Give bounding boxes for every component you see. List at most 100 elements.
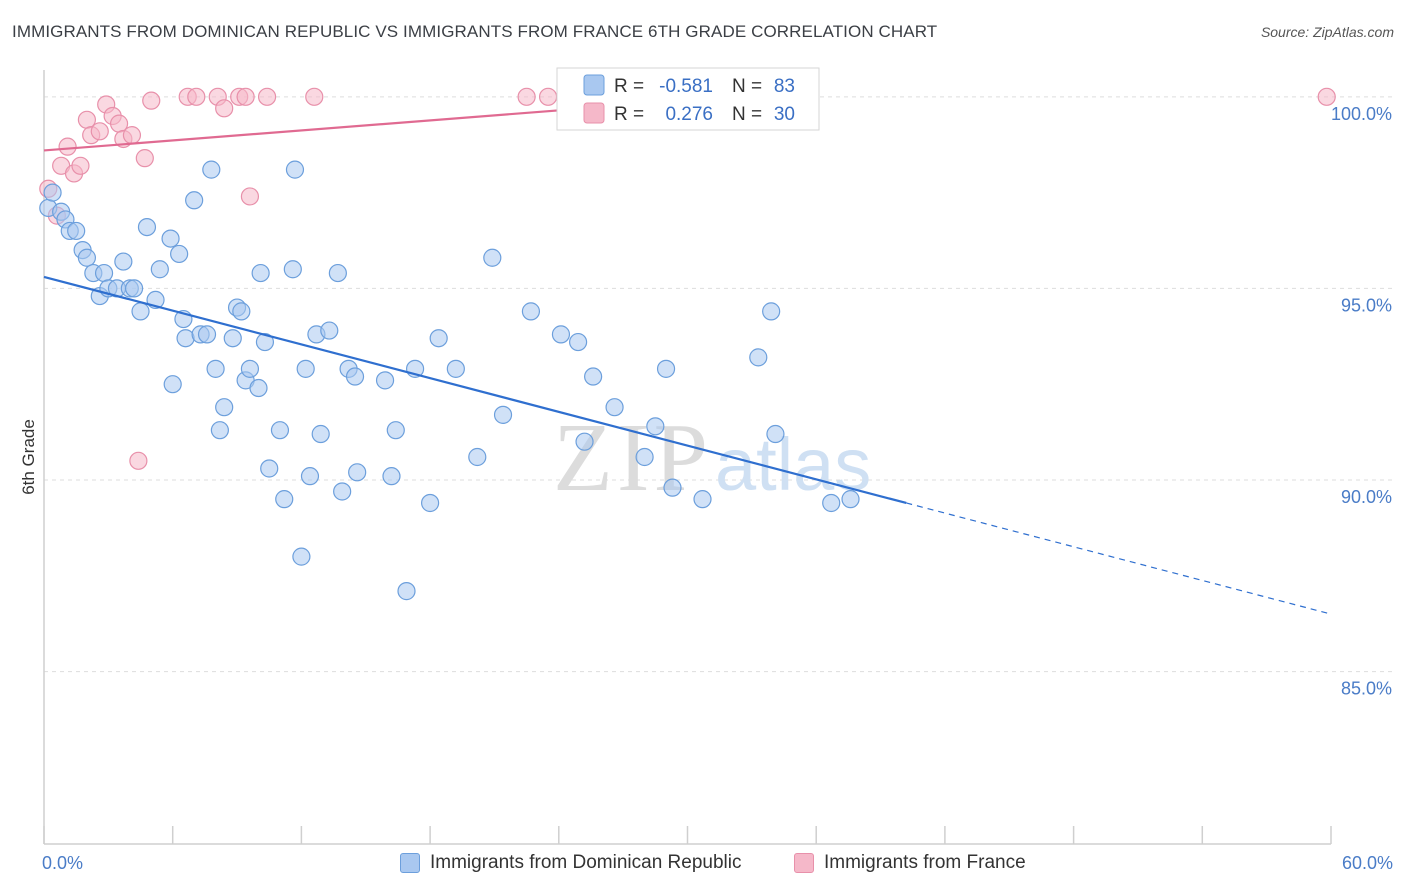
legend-swatch-dominican	[400, 853, 420, 873]
point-dominican-29	[206, 359, 225, 378]
point-dominican-32	[223, 329, 242, 348]
point-france-14	[129, 451, 148, 470]
point-dominican-82	[841, 490, 860, 509]
trend-line-dominican	[43, 275, 907, 505]
point-dominican-45	[292, 547, 311, 566]
point-france-5	[71, 156, 90, 175]
watermark: ZIP atlas	[553, 404, 871, 512]
stats-n-label-france: N =	[732, 104, 762, 125]
y-tick-labels: 100.0% 95.0% 90.0% 85.0%	[1331, 104, 1392, 699]
point-france-23	[240, 187, 260, 206]
point-dominican-76	[663, 478, 682, 497]
point-dominican-31	[215, 398, 234, 417]
point-dominican-80	[766, 424, 785, 444]
x-tick-labels: 0.0% 60.0%	[42, 853, 1393, 873]
point-dominican-46	[296, 359, 315, 378]
point-dominican-68	[551, 325, 571, 344]
y-tick-label-0: 100.0%	[1331, 104, 1392, 124]
point-france-27	[538, 87, 558, 106]
stats-swatch-dominican	[583, 74, 605, 96]
legend-label-france: Immigrants from France	[824, 852, 1026, 873]
point-france-16	[142, 91, 161, 110]
point-dominican-72	[605, 398, 624, 417]
point-dominican-50	[320, 321, 339, 340]
point-dominican-51	[328, 263, 347, 283]
point-france-29	[1317, 87, 1336, 106]
point-france-18	[187, 87, 206, 106]
trend-extension-dominican	[906, 502, 1332, 615]
y-tick-label-1: 95.0%	[1341, 295, 1392, 315]
legend-swatch-france	[794, 853, 814, 873]
point-dominican-28	[202, 160, 221, 179]
point-dominican-56	[375, 371, 395, 390]
point-dominican-15	[124, 279, 144, 298]
stats-n-value-france: 30	[774, 104, 795, 125]
point-dominican-81	[822, 493, 841, 513]
point-france-8	[90, 122, 109, 141]
trend-lines	[43, 91, 1332, 615]
legend-item-france: Immigrants from France	[794, 852, 1026, 874]
point-dominican-36	[240, 359, 260, 378]
point-dominican-77	[693, 490, 712, 509]
point-france-3	[58, 137, 77, 156]
point-dominican-64	[468, 447, 487, 467]
point-dominican-43	[283, 260, 302, 279]
point-dominican-70	[575, 432, 594, 451]
point-france-26	[517, 87, 536, 106]
point-dominican-5	[67, 221, 86, 241]
point-dominican-44	[285, 160, 305, 179]
stats-box: R = -0.581 N = 83 R = 0.276 N = 30	[556, 67, 820, 131]
point-dominican-61	[421, 493, 440, 513]
point-dominican-34	[232, 302, 251, 321]
point-dominican-21	[163, 375, 182, 394]
point-dominican-52	[333, 482, 352, 501]
point-dominican-19	[150, 260, 169, 279]
point-dominican-47	[300, 467, 320, 486]
point-dominican-63	[446, 359, 465, 378]
point-dominican-65	[483, 248, 502, 267]
point-dominican-62	[429, 329, 448, 348]
point-dominican-78	[749, 348, 768, 367]
point-dominican-73	[635, 447, 654, 467]
point-dominican-10	[94, 263, 114, 283]
point-dominican-13	[114, 252, 133, 271]
y-tick-label-2: 90.0%	[1341, 487, 1392, 507]
point-dominican-1	[43, 183, 62, 202]
point-dominican-54	[345, 367, 365, 386]
point-dominican-40	[260, 459, 279, 478]
point-dominican-75	[656, 359, 676, 378]
stats-r-value-france: 0.276	[665, 104, 713, 125]
point-france-22	[236, 87, 255, 106]
point-france-20	[215, 99, 234, 118]
point-france-24	[257, 87, 277, 106]
point-dominican-41	[270, 421, 290, 440]
point-dominican-66	[493, 405, 513, 424]
point-dominican-22	[170, 244, 189, 264]
x-tick-label-0: 0.0%	[42, 853, 83, 873]
point-france-25	[305, 87, 324, 106]
stats-r-label-dominican: R =	[614, 76, 644, 97]
point-dominican-20	[161, 229, 180, 248]
point-dominican-39	[255, 332, 275, 352]
point-dominican-7	[77, 248, 97, 267]
y-tick-label-3: 85.0%	[1341, 679, 1392, 699]
point-dominican-57	[382, 467, 401, 486]
point-dominican-67	[521, 302, 541, 321]
point-dominican-42	[275, 490, 294, 509]
y-axis-label: 6th Grade	[19, 419, 38, 495]
stats-n-label-dominican: N =	[732, 76, 762, 97]
point-dominican-37	[249, 378, 268, 398]
point-dominican-79	[762, 302, 781, 321]
point-dominican-69	[569, 332, 588, 352]
point-dominican-27	[197, 325, 217, 344]
point-france-15	[135, 149, 154, 168]
source-attribution: Source: ZipAtlas.com	[1260, 24, 1394, 40]
point-dominican-38	[251, 263, 270, 283]
legend-label-dominican: Immigrants from Dominican Republic	[430, 852, 742, 873]
stats-swatch-france	[583, 102, 605, 124]
point-dominican-24	[176, 329, 195, 348]
point-dominican-58	[386, 421, 405, 440]
point-dominican-55	[348, 463, 367, 482]
point-dominican-74	[646, 417, 665, 436]
point-dominican-71	[584, 367, 603, 386]
